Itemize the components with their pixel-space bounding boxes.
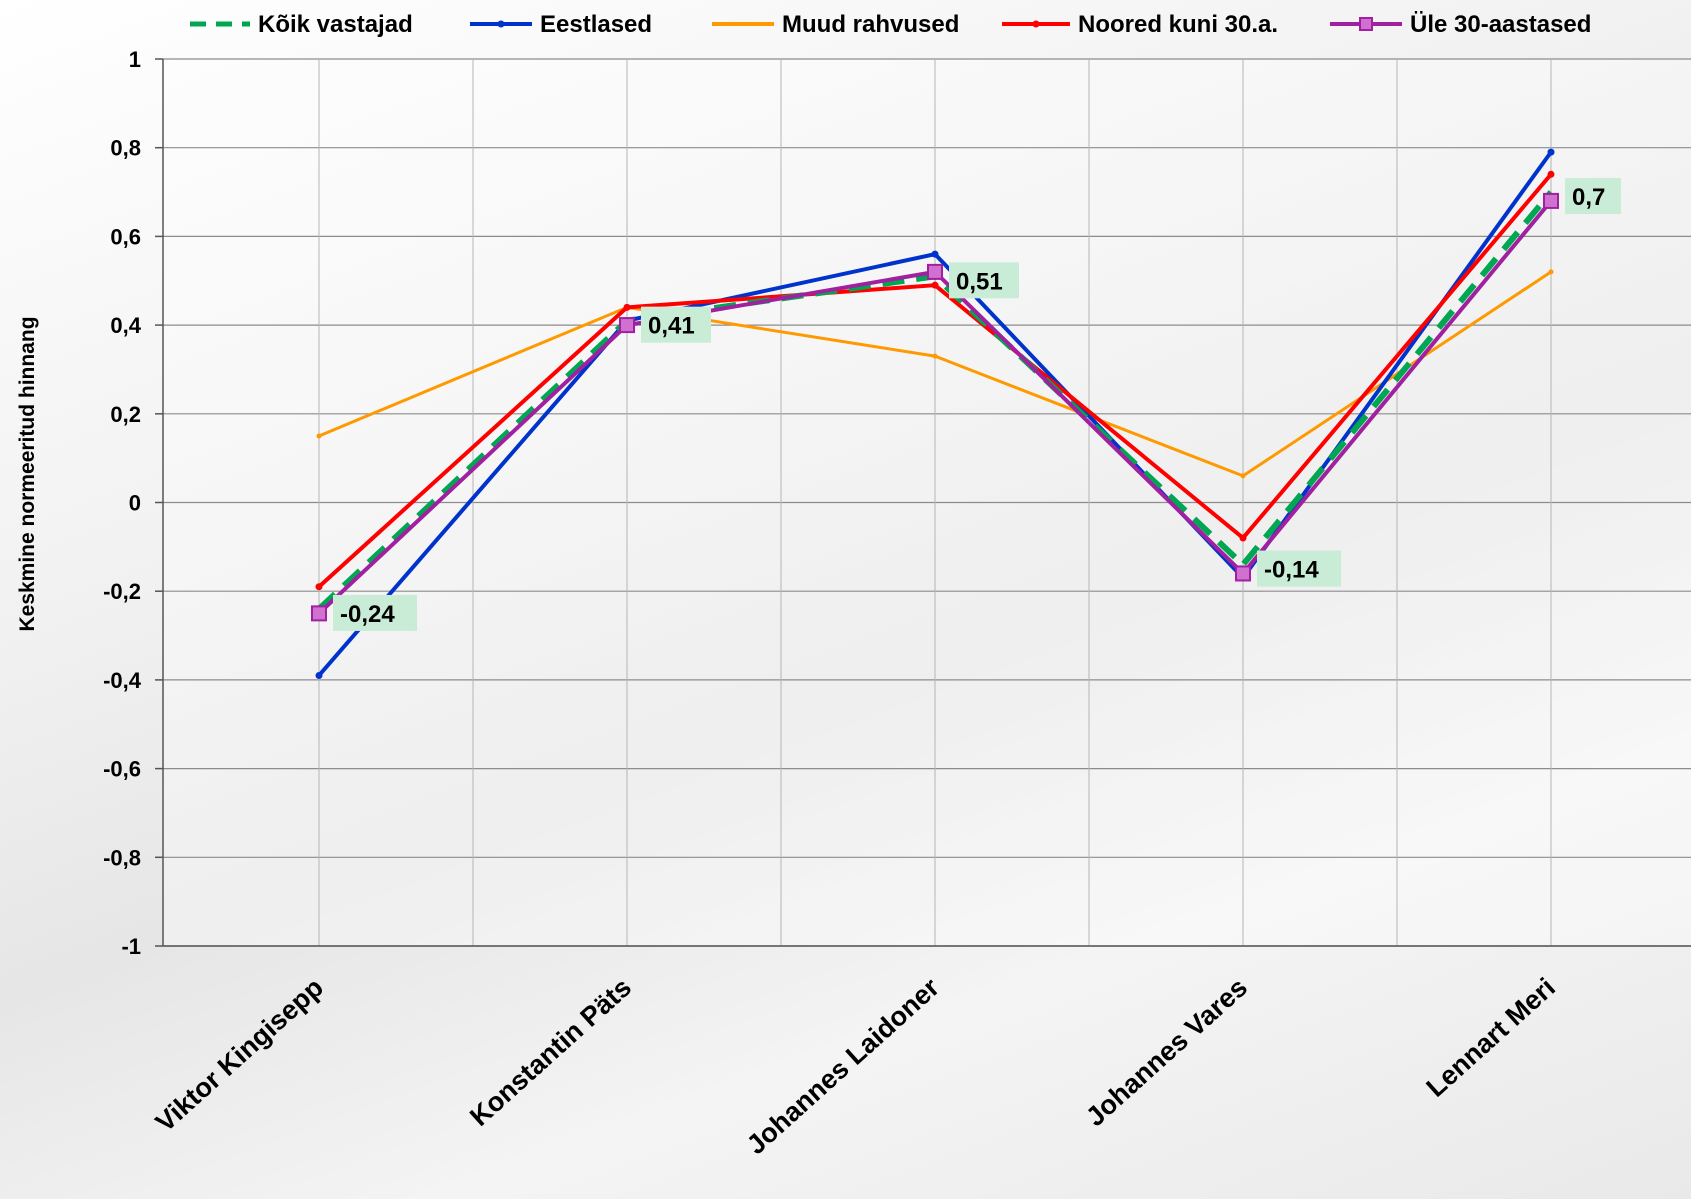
x-axis-ticks: Viktor Kingisepp Konstantin Päts Johannes … bbox=[150, 972, 1561, 1160]
data-point bbox=[316, 433, 322, 439]
legend-marker bbox=[497, 20, 505, 28]
legend-label: Muud rahvused bbox=[782, 11, 959, 38]
legend-label: Noored kuni 30.a. bbox=[1078, 11, 1278, 38]
legend-label: Eestlased bbox=[540, 11, 652, 38]
chart-legend: Kõik vastajad Eestlased Muud rahvused Noore… bbox=[190, 11, 1591, 38]
legend-label: Kõik vastajad bbox=[258, 11, 413, 38]
data-label: 0,7 bbox=[1572, 184, 1605, 211]
chart-series bbox=[311, 148, 1559, 679]
y-tick-label: -0,4 bbox=[103, 668, 142, 693]
data-point bbox=[623, 303, 631, 311]
data-label: -0,24 bbox=[340, 601, 395, 628]
legend-marker bbox=[1359, 17, 1373, 31]
y-tick-label: -0,8 bbox=[103, 845, 141, 870]
data-point bbox=[619, 317, 635, 334]
data-point bbox=[931, 250, 939, 258]
data-point bbox=[1547, 148, 1555, 156]
data-point bbox=[1543, 192, 1559, 209]
y-tick-label: -0,2 bbox=[103, 579, 141, 604]
x-tick-label: Johannes Laidoner bbox=[741, 972, 945, 1160]
data-label-bg bbox=[1565, 178, 1621, 215]
data-point bbox=[1548, 269, 1554, 275]
y-tick-label: 0,4 bbox=[110, 313, 141, 338]
data-point bbox=[311, 605, 327, 622]
y-axis-label: Keskmine normeeritud hinnang bbox=[16, 316, 39, 631]
data-point bbox=[315, 671, 323, 679]
data-label-bg bbox=[333, 594, 417, 631]
data-point bbox=[931, 281, 939, 289]
legend-label: Üle 30-aastased bbox=[1410, 11, 1591, 38]
data-point bbox=[1239, 534, 1247, 542]
data-point bbox=[1547, 170, 1555, 178]
data-label: 0,41 bbox=[648, 313, 695, 340]
data-label-bg bbox=[949, 262, 1019, 299]
data-point bbox=[927, 263, 943, 280]
y-tick-label: 0,6 bbox=[110, 224, 141, 249]
data-label-bg bbox=[641, 306, 711, 343]
data-point bbox=[1235, 565, 1251, 582]
x-tick-label: Johannes Vares bbox=[1080, 972, 1253, 1132]
data-label-bg bbox=[1257, 550, 1341, 587]
y-axis-ticks: 1 0,8 0,6 0,4 0,2 0 -0,2 -0,4 -0,6 -0,8 -1 bbox=[103, 47, 142, 959]
y-tick-label: -0,6 bbox=[103, 757, 141, 782]
y-tick-label: 0 bbox=[129, 491, 141, 516]
y-tick-label: 1 bbox=[129, 47, 141, 72]
y-tick-label: 0,8 bbox=[110, 136, 141, 161]
data-label: 0,51 bbox=[956, 268, 1003, 295]
data-point bbox=[932, 353, 938, 359]
y-tick-label: -1 bbox=[121, 934, 141, 959]
x-tick-label: Konstantin Päts bbox=[464, 972, 637, 1132]
data-label: -0,14 bbox=[1264, 557, 1319, 584]
x-tick-label: Viktor Kingisepp bbox=[150, 972, 329, 1138]
data-point bbox=[315, 583, 323, 591]
y-tick-label: 0,2 bbox=[110, 402, 141, 427]
data-point bbox=[1240, 473, 1246, 479]
data-labels: -0,24 0,41 0,51 -0,14 0,7 bbox=[333, 178, 1621, 631]
chart-grid bbox=[155, 58, 1691, 947]
x-tick-label: Lennart Meri bbox=[1421, 972, 1561, 1103]
legend-marker bbox=[1032, 20, 1040, 28]
